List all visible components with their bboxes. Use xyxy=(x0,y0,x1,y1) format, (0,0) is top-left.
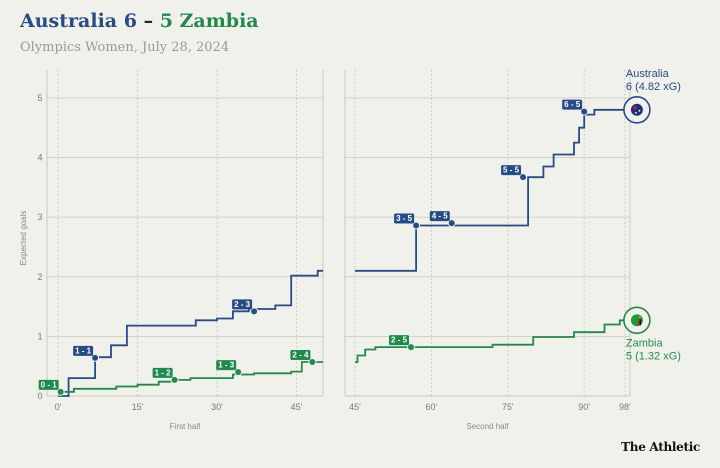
score-badge-label: 2 - 4 xyxy=(292,351,309,360)
series-layer xyxy=(58,108,625,397)
x-tick-label: 90' xyxy=(578,402,590,412)
y-tick-label: 3 xyxy=(37,212,42,222)
score-badge-label: 0 - 1 xyxy=(41,380,58,389)
flag-stripe xyxy=(637,319,640,326)
zambia-goal-marker xyxy=(56,387,65,396)
x-tick-label: 45' xyxy=(291,402,303,412)
score-badge-label: 1 - 3 xyxy=(218,361,235,370)
zambia-goal-marker xyxy=(170,375,179,384)
score-badge xyxy=(216,360,237,371)
score-badge-label: 5 - 5 xyxy=(503,166,520,175)
flag-star xyxy=(638,109,641,112)
y-tick-label: 1 xyxy=(37,331,42,341)
score-badge xyxy=(562,99,583,110)
zambia-flag-icon xyxy=(630,314,643,327)
score-badge xyxy=(73,345,94,356)
zambia-end-team: Zambia xyxy=(626,337,664,349)
australia-goal-marker xyxy=(447,219,456,228)
zambia-xg-line xyxy=(355,319,625,363)
australia-end-value: 6 (4.82 xG) xyxy=(626,81,681,93)
score-badge-label: 2 - 5 xyxy=(391,336,408,345)
score-badge xyxy=(389,335,410,346)
x-tick-label: 75' xyxy=(502,402,514,412)
flag-field xyxy=(630,314,643,327)
goal-markers-layer: 1 - 1 2 - 3 3 - 5 4 - 5 5 - 5 6 - 5 0 - 1 1 - 2… xyxy=(38,99,589,396)
score-badge-label: 6 - 5 xyxy=(564,100,581,109)
score-badge xyxy=(501,165,522,176)
score-badge xyxy=(38,379,59,390)
flag-stripe xyxy=(639,319,642,326)
australia-goal-marker xyxy=(412,221,421,230)
australia-flag-icon xyxy=(630,103,643,116)
panel-label: First half xyxy=(170,422,201,431)
x-tick-label: 15' xyxy=(132,402,144,412)
australia-goal-marker xyxy=(580,107,589,116)
australia-end-team: Australia xyxy=(626,68,670,80)
y-axis-title: Expected goals xyxy=(19,211,28,266)
score-badge-label: 3 - 5 xyxy=(396,214,413,223)
panel-label: Second half xyxy=(466,422,509,431)
x-tick-label: 30' xyxy=(211,402,223,412)
score-badge xyxy=(429,211,450,222)
zambia-xg-line xyxy=(58,361,323,397)
x-tick-label: 0' xyxy=(55,402,62,412)
score-badge xyxy=(232,299,253,310)
australia-goal-marker xyxy=(250,307,259,316)
australia-goal-marker xyxy=(91,353,100,362)
flag-union xyxy=(633,106,637,110)
brand-logo: The Athletic xyxy=(621,440,700,454)
score-badge xyxy=(290,350,311,361)
score-badge-label: 4 - 5 xyxy=(432,212,449,221)
zambia-goal-marker xyxy=(308,358,317,367)
x-tick-label: 98' xyxy=(619,402,631,412)
score-badge xyxy=(394,213,415,224)
title-dash: – xyxy=(143,10,154,32)
y-tick-label: 0 xyxy=(37,391,42,401)
flag-eagle xyxy=(638,316,642,319)
flag-field xyxy=(630,103,643,116)
title-zambia: 5 Zambia xyxy=(159,10,259,32)
y-tick-label: 2 xyxy=(37,272,42,282)
score-badge-label: 1 - 2 xyxy=(155,368,172,377)
flag-star xyxy=(635,111,637,114)
axes-layer: 0' 15' 30' 45' First half 45' 60' 75' 90' 98' Seco… xyxy=(19,93,631,431)
zambia-goal-marker xyxy=(407,343,416,352)
zambia-goal-marker xyxy=(234,368,243,377)
score-badge xyxy=(152,367,173,378)
title-australia: Australia 6 xyxy=(20,10,137,32)
y-tick-label: 5 xyxy=(37,93,42,103)
score-badge-label: 1 - 1 xyxy=(75,346,92,355)
y-tick-label: 4 xyxy=(37,153,42,163)
chart-subtitle: Olympics Women, July 28, 2024 xyxy=(20,40,230,55)
x-tick-label: 45' xyxy=(349,402,361,412)
zambia-end-value: 5 (1.32 xG) xyxy=(626,350,681,362)
australia-goal-marker xyxy=(519,173,528,182)
grid-layer xyxy=(46,70,631,397)
chart-title: Australia 6 – 5 Zambia xyxy=(20,10,259,32)
x-tick-label: 60' xyxy=(426,402,438,412)
score-badge-label: 2 - 3 xyxy=(234,300,251,309)
